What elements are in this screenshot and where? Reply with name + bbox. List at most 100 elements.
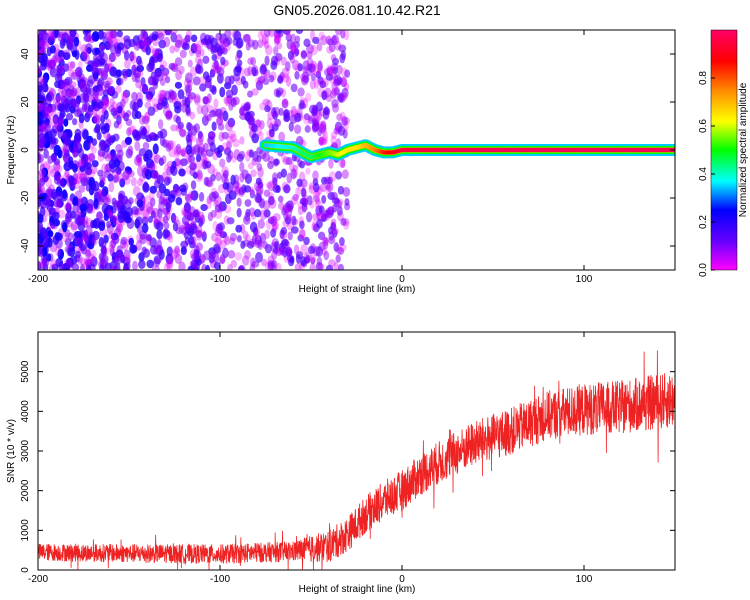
noise-cell bbox=[223, 147, 232, 156]
noise-cell bbox=[316, 42, 323, 52]
noise-cell bbox=[196, 224, 203, 234]
noise-cell bbox=[65, 96, 73, 105]
noise-cell bbox=[242, 230, 249, 241]
noise-cell bbox=[290, 168, 297, 180]
noise-cell bbox=[145, 134, 153, 143]
noise-cell bbox=[334, 121, 343, 133]
noise-cell bbox=[217, 204, 224, 213]
noise-cell bbox=[266, 130, 274, 138]
y-tick-label: -40 bbox=[20, 238, 31, 253]
noise-cell bbox=[319, 80, 327, 89]
noise-cell bbox=[91, 62, 98, 74]
noise-cell bbox=[330, 218, 337, 227]
noise-cell bbox=[53, 30, 59, 38]
noise-cell bbox=[103, 96, 110, 107]
noise-cell bbox=[103, 109, 109, 120]
noise-cell bbox=[52, 137, 59, 146]
noise-cell bbox=[264, 229, 270, 240]
noise-cell bbox=[261, 258, 268, 267]
noise-cell bbox=[60, 145, 68, 154]
noise-cell bbox=[190, 43, 198, 54]
noise-cell bbox=[203, 34, 212, 46]
noise-cell bbox=[161, 171, 169, 182]
noise-cell bbox=[67, 246, 76, 257]
noise-cell bbox=[153, 180, 161, 189]
x-tick-label: 100 bbox=[576, 274, 593, 285]
noise-cell bbox=[163, 164, 171, 173]
noise-cell bbox=[211, 251, 220, 263]
spectrogram-x-label: Height of straight line (km) bbox=[299, 284, 416, 295]
noise-cell bbox=[164, 75, 171, 84]
noise-cell bbox=[225, 89, 234, 99]
noise-cell bbox=[149, 185, 158, 194]
noise-cell bbox=[194, 43, 202, 55]
noise-cell bbox=[211, 121, 217, 131]
noise-cell bbox=[180, 149, 186, 157]
noise-cell bbox=[277, 74, 284, 83]
noise-cell bbox=[165, 201, 172, 213]
noise-cell bbox=[49, 67, 58, 78]
noise-cell bbox=[189, 134, 197, 142]
noise-cell bbox=[77, 171, 84, 179]
noise-cell bbox=[67, 35, 73, 47]
noise-cell bbox=[190, 34, 198, 43]
noise-cell bbox=[48, 59, 56, 70]
noise-cell bbox=[56, 94, 65, 105]
noise-cell bbox=[134, 110, 142, 119]
noise-cell bbox=[91, 31, 100, 42]
noise-cell bbox=[69, 61, 76, 69]
y-tick-label: 1000 bbox=[20, 519, 31, 542]
colorbar-tick-label: 0.0 bbox=[698, 263, 709, 277]
noise-cell bbox=[254, 239, 263, 249]
noise-cell bbox=[227, 250, 236, 259]
noise-cell bbox=[83, 54, 91, 65]
noise-cell bbox=[286, 246, 293, 258]
noise-cell bbox=[227, 129, 236, 139]
noise-cell bbox=[249, 186, 255, 195]
noise-cell bbox=[113, 174, 120, 183]
noise-cell bbox=[75, 250, 81, 259]
noise-cell bbox=[208, 131, 216, 140]
noise-cell bbox=[201, 231, 207, 242]
noise-cell bbox=[219, 240, 227, 250]
noise-cell bbox=[109, 260, 117, 270]
noise-cell bbox=[257, 131, 264, 140]
noise-cell bbox=[305, 167, 311, 175]
noise-cell bbox=[95, 59, 103, 68]
noise-cell bbox=[219, 33, 228, 45]
noise-cell bbox=[331, 57, 340, 66]
noise-cell bbox=[50, 188, 57, 200]
noise-cell bbox=[239, 136, 245, 145]
noise-cell bbox=[112, 200, 121, 208]
noise-cell bbox=[270, 228, 277, 238]
noise-cell bbox=[300, 244, 309, 256]
noise-cell bbox=[111, 101, 118, 111]
noise-cell bbox=[117, 149, 124, 158]
noise-cell bbox=[258, 148, 267, 160]
noise-cell bbox=[153, 255, 162, 265]
noise-cell bbox=[221, 142, 230, 152]
noise-cell bbox=[340, 218, 347, 226]
noise-cell bbox=[325, 184, 331, 195]
noise-cell bbox=[156, 190, 163, 199]
noise-cell bbox=[66, 61, 74, 71]
noise-cell bbox=[330, 227, 339, 236]
noise-cell bbox=[251, 157, 259, 166]
noise-cell bbox=[323, 107, 331, 116]
noise-cell bbox=[72, 148, 78, 159]
noise-cell bbox=[255, 251, 263, 263]
noise-cell bbox=[326, 181, 334, 193]
noise-cell bbox=[47, 221, 54, 232]
noise-cell bbox=[174, 81, 183, 89]
noise-cell bbox=[73, 36, 80, 47]
noise-cell bbox=[316, 256, 323, 266]
noise-cell bbox=[158, 183, 167, 194]
noise-cell bbox=[38, 153, 44, 164]
noise-cell bbox=[287, 231, 293, 241]
noise-cell bbox=[273, 158, 280, 166]
noise-cell bbox=[318, 136, 324, 146]
noise-cell bbox=[99, 193, 105, 203]
noise-cell bbox=[310, 30, 316, 41]
noise-cell bbox=[325, 73, 334, 81]
noise-cell bbox=[170, 212, 177, 224]
